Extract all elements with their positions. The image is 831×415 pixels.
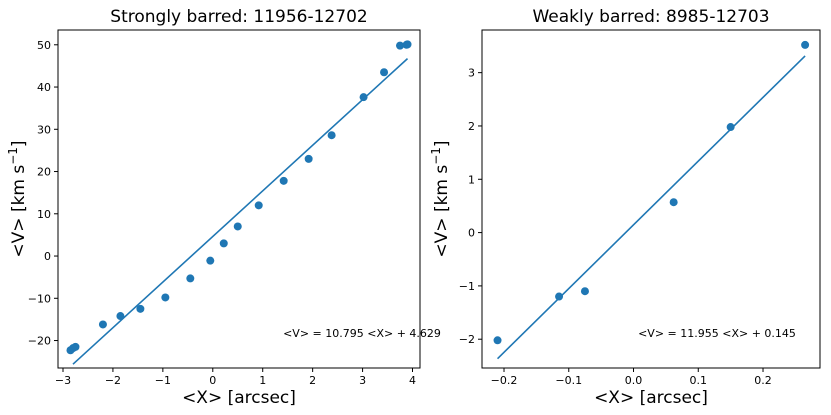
data-point bbox=[254, 201, 263, 210]
data-point bbox=[219, 239, 228, 248]
fit-equation: <V> = 11.955 <X> + 0.145 bbox=[638, 327, 796, 340]
data-point bbox=[396, 41, 405, 50]
data-point bbox=[304, 154, 313, 163]
y-axis-label-end: ] bbox=[9, 140, 29, 147]
x-tick-label: −3 bbox=[55, 374, 71, 387]
y-tick-label: 3 bbox=[468, 67, 475, 80]
y-axis-label-end: ] bbox=[432, 140, 452, 147]
chart-title: Weakly barred: 8985-12703 bbox=[532, 7, 769, 27]
data-point bbox=[669, 198, 678, 207]
data-point bbox=[161, 293, 170, 302]
data-point bbox=[403, 40, 412, 49]
data-point bbox=[279, 176, 288, 185]
y-tick-label: −10 bbox=[28, 292, 51, 305]
y-tick-label: 0 bbox=[468, 227, 475, 240]
plot-area bbox=[66, 40, 412, 365]
x-axis-label: <X> [arcsec] bbox=[182, 388, 296, 408]
y-axis-label-main: <V> [km s bbox=[432, 165, 452, 258]
x-tick-label: 0.0 bbox=[625, 374, 643, 387]
x-tick-label: 0.2 bbox=[754, 374, 772, 387]
y-tick-label: 50 bbox=[37, 39, 51, 52]
y-axis-label: <V> [km s−1] bbox=[6, 140, 29, 257]
fit-line bbox=[496, 55, 806, 360]
data-point bbox=[493, 336, 502, 345]
plot-area bbox=[493, 40, 810, 360]
x-tick-label: 0 bbox=[209, 374, 216, 387]
x-tick-label: −0.1 bbox=[555, 374, 582, 387]
y-tick-label: 20 bbox=[37, 166, 51, 179]
data-point bbox=[801, 40, 810, 49]
data-point bbox=[71, 342, 80, 351]
chart-strongly-barred: Strongly barred: 11956-12702 <X> [arcsec… bbox=[6, 7, 441, 408]
data-point bbox=[555, 292, 564, 301]
data-point bbox=[233, 222, 242, 231]
y-tick-label: −20 bbox=[28, 335, 51, 348]
x-tick-label: 0.1 bbox=[690, 374, 708, 387]
data-point bbox=[136, 304, 145, 313]
y-axis-label-superscript: −1 bbox=[429, 147, 443, 165]
data-point bbox=[116, 312, 125, 321]
x-tick-label: 2 bbox=[309, 374, 316, 387]
y-tick-label: 2 bbox=[468, 120, 475, 133]
y-tick-label: 40 bbox=[37, 81, 51, 94]
x-tick-label: 3 bbox=[359, 374, 366, 387]
axes-frame bbox=[481, 29, 821, 369]
data-point bbox=[726, 123, 735, 132]
y-axis-label-superscript: −1 bbox=[6, 147, 20, 165]
y-tick-label: −2 bbox=[459, 333, 475, 346]
fit-line bbox=[72, 58, 409, 365]
y-tick-label: −1 bbox=[459, 280, 475, 293]
x-axis-label: <X> [arcsec] bbox=[594, 388, 708, 408]
data-point bbox=[327, 131, 336, 140]
x-tick-label: −2 bbox=[105, 374, 121, 387]
y-tick-label: 30 bbox=[37, 123, 51, 136]
x-tick-label: 1 bbox=[259, 374, 266, 387]
x-tick-label: 4 bbox=[409, 374, 416, 387]
data-point bbox=[98, 320, 107, 329]
data-point bbox=[580, 287, 589, 296]
data-point bbox=[206, 256, 215, 265]
axes-frame bbox=[57, 29, 421, 369]
x-tick-label: −0.2 bbox=[491, 374, 518, 387]
chart-weakly-barred: Weakly barred: 8985-12703 <X> [arcsec] <… bbox=[429, 7, 821, 408]
x-tick-label: −1 bbox=[155, 374, 171, 387]
y-axis-label: <V> [km s−1] bbox=[429, 140, 452, 257]
data-point bbox=[359, 93, 368, 102]
fit-equation: <V> = 10.795 <X> + 4.629 bbox=[283, 327, 441, 340]
y-tick-label: 1 bbox=[468, 173, 475, 186]
y-tick-label: 10 bbox=[37, 208, 51, 221]
data-point bbox=[380, 68, 389, 77]
y-tick-label: 0 bbox=[44, 250, 51, 263]
y-axis-label-main: <V> [km s bbox=[9, 165, 29, 258]
chart-title: Strongly barred: 11956-12702 bbox=[110, 7, 367, 27]
data-point bbox=[186, 274, 195, 283]
